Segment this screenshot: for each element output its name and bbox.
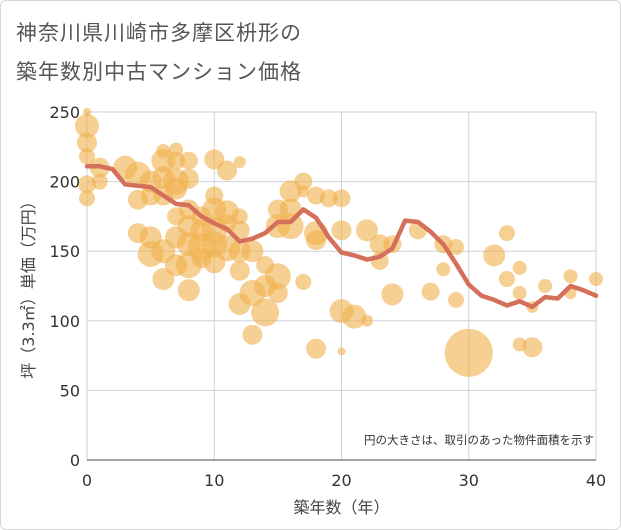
bubble: [267, 282, 288, 303]
bubble: [444, 328, 493, 377]
bubble: [563, 269, 578, 284]
bubble: [436, 262, 451, 277]
tick-labels: 0 10 20 30 40 0 50 100 150 200 250: [49, 103, 606, 490]
bubble: [78, 175, 96, 194]
y-tick-label: 150: [49, 242, 80, 261]
bubble: [498, 225, 515, 242]
x-tick-label: 10: [204, 471, 224, 490]
series-line: [84, 164, 599, 310]
y-tick-label: 250: [49, 103, 80, 122]
bubble: [167, 151, 186, 170]
bubble: [331, 220, 352, 241]
bubble: [75, 113, 99, 138]
bubble: [498, 271, 515, 288]
bubble: [295, 273, 312, 290]
bubble: [83, 108, 91, 116]
bubble: [306, 230, 327, 251]
bubbles: [75, 108, 603, 377]
y-axis-label: 坪（3.3㎡）単価（万円）: [19, 193, 38, 378]
bubble: [216, 160, 237, 181]
y-tick-label: 200: [49, 173, 80, 192]
bubble: [152, 268, 175, 291]
x-tick-label: 40: [586, 471, 606, 490]
x-tick-label: 20: [331, 471, 351, 490]
x-tick-label: 30: [459, 471, 479, 490]
chart-title-line-1: 神奈川県川崎市多摩区枡形の: [16, 21, 302, 45]
bubble: [483, 244, 506, 267]
bubble: [369, 234, 390, 255]
bubble: [79, 148, 95, 165]
bubble: [332, 189, 351, 208]
y-tick-label: 50: [60, 381, 80, 400]
bubble: [342, 304, 367, 329]
bubble: [448, 291, 465, 308]
y-tick-label: 100: [49, 312, 80, 331]
bubble: [337, 347, 346, 356]
x-tick-label: 0: [82, 471, 92, 490]
average-line: [84, 164, 599, 310]
bubble: [297, 185, 310, 198]
bubble: [277, 213, 304, 240]
y-tick-label: 0: [70, 451, 80, 470]
bubble: [512, 260, 527, 275]
bubble: [242, 324, 263, 345]
bubble: [91, 173, 108, 190]
x-axis-label: 築年数（年）: [293, 498, 389, 517]
bubble: [231, 208, 248, 225]
bubble: [306, 338, 327, 359]
bubble: [77, 132, 97, 153]
bubble: [151, 148, 176, 173]
bubble: [360, 314, 373, 327]
bubble: [381, 283, 404, 306]
bubble: [589, 272, 603, 287]
bubble: [448, 239, 465, 256]
bubble: [319, 189, 338, 208]
size-note: 円の大きさは、取引のあった物件面積を示す: [364, 433, 594, 447]
bubble: [241, 240, 264, 263]
bubble: [178, 168, 199, 189]
chart-title-line-2: 築年数別中古マンション価格: [16, 60, 302, 84]
bubble: [522, 337, 543, 358]
bubble: [512, 285, 527, 300]
bubble: [229, 260, 250, 281]
bubble: [179, 151, 198, 170]
bubble: [355, 219, 378, 242]
bubble: [177, 279, 200, 302]
bubble: [421, 282, 440, 301]
bubble: [264, 263, 291, 290]
bubble: [233, 156, 246, 169]
bubble: [251, 298, 280, 327]
bubble: [538, 279, 553, 293]
bubble: [294, 172, 313, 191]
bubble: [79, 190, 95, 207]
